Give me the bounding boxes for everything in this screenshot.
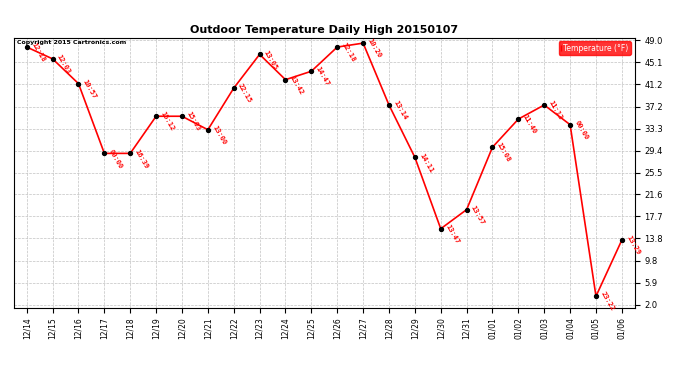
Text: 10:20: 10:20 [366,38,382,59]
Text: 10:57: 10:57 [82,78,97,100]
Text: 13:47: 13:47 [444,224,460,245]
Point [177,113,188,119]
Point [357,40,368,46]
Point [21,44,32,50]
Text: 13:00: 13:00 [211,124,227,146]
Point [384,102,395,108]
Text: 11:40: 11:40 [522,114,538,135]
Text: 11:13: 11:13 [548,100,563,121]
Point [332,44,343,50]
Text: 13:57: 13:57 [470,204,486,226]
Text: 12:18: 12:18 [341,42,356,63]
Text: 15:12: 15:12 [159,111,175,132]
Point [150,113,161,119]
Text: 13:05: 13:05 [263,49,279,70]
Text: 13:14: 13:14 [393,100,408,121]
Point [73,81,84,87]
Text: 14:47: 14:47 [315,66,331,87]
Text: 16:39: 16:39 [134,148,149,170]
Text: 13:42: 13:42 [289,74,304,96]
Point [487,144,498,150]
Point [435,226,446,232]
Text: 15:08: 15:08 [496,142,511,164]
Point [47,56,58,62]
Point [539,102,550,108]
Point [591,293,602,299]
Text: 13:29: 13:29 [625,235,641,256]
Text: 12:18: 12:18 [30,42,46,63]
Point [616,237,627,243]
Point [99,150,110,156]
Point [280,77,291,83]
Point [461,207,472,213]
Point [306,68,317,74]
Text: 15:03: 15:03 [186,111,201,132]
Point [125,150,136,156]
Point [513,116,524,122]
Text: 14:11: 14:11 [418,152,434,174]
Text: Copyright 2015 Cartronics.com: Copyright 2015 Cartronics.com [17,40,126,45]
Text: 12:03: 12:03 [56,54,72,75]
Point [228,85,239,91]
Point [254,51,265,57]
Title: Outdoor Temperature Daily High 20150107: Outdoor Temperature Daily High 20150107 [190,26,458,35]
Text: 22:15: 22:15 [237,83,253,104]
Text: 23:22: 23:22 [600,291,615,312]
Text: 00:00: 00:00 [573,119,589,141]
Point [409,154,420,160]
Point [564,122,575,128]
Legend: Temperature (°F): Temperature (°F) [559,41,631,55]
Point [202,127,213,133]
Text: 00:00: 00:00 [108,148,124,170]
